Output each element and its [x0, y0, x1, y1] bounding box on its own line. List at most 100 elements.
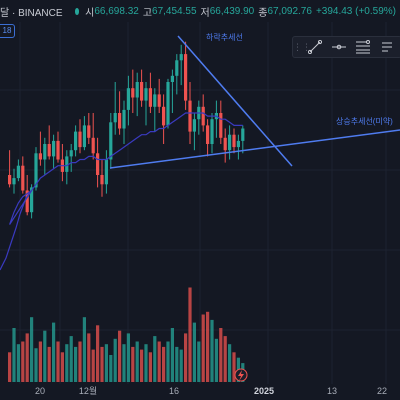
candle-body: [104, 159, 108, 185]
candle-body: [192, 119, 196, 132]
volume-bar: [65, 344, 69, 382]
high-label: 고: [142, 7, 153, 19]
volume-bar: [179, 349, 183, 382]
volume-bar: [135, 341, 139, 382]
volume-bar: [38, 341, 42, 382]
volume-bar: [12, 328, 16, 382]
candle-body: [65, 156, 69, 172]
market-status-dot: [74, 7, 80, 15]
candle-body: [52, 140, 56, 157]
candle-body: [100, 175, 104, 185]
volume-bar: [91, 349, 95, 382]
candle-body: [87, 125, 91, 138]
downtrend-label: 하락추세선: [206, 32, 243, 42]
candle-body: [122, 109, 126, 129]
candle-body: [96, 153, 100, 175]
candle-body: [56, 140, 60, 160]
candle-body: [144, 88, 148, 101]
candle-body: [135, 82, 139, 98]
grip-icon[interactable]: ⋮⋮: [293, 41, 311, 52]
candle-body: [184, 54, 188, 101]
volume-bar: [69, 336, 73, 382]
candle-body: [201, 106, 205, 126]
candle-body: [74, 131, 78, 151]
indicator-badge[interactable]: 18: [0, 24, 15, 38]
volume-bar: [166, 341, 170, 382]
candle-body: [148, 88, 152, 107]
lightning-glyph: [238, 370, 244, 381]
volume-bar: [96, 325, 100, 382]
volume-bar: [184, 333, 188, 382]
candle-body: [126, 88, 130, 110]
volume-bar: [188, 287, 192, 382]
candle-body: [223, 137, 227, 151]
volume-bar: [118, 330, 122, 382]
candle-body: [69, 150, 73, 157]
volume-bar: [201, 314, 205, 382]
candle-body: [175, 60, 179, 76]
volume-bar: [144, 344, 148, 382]
volume-bar: [162, 346, 166, 382]
open-label: 시: [85, 7, 95, 19]
volume-bar: [175, 346, 179, 382]
close-value: 67,092.76: [267, 5, 312, 17]
candle-body: [47, 144, 51, 157]
candle-body: [162, 106, 166, 126]
volume-bar: [197, 341, 201, 382]
candle-body: [21, 165, 25, 191]
low-label: 저: [200, 7, 210, 19]
volume-bar: [60, 352, 64, 382]
volume-bar: [170, 328, 174, 382]
close-label: 종: [258, 7, 268, 19]
volume-bar: [34, 348, 38, 382]
x-tick-label: 16: [169, 386, 179, 396]
x-tick-label: 12월: [79, 385, 97, 396]
x-tick-label: 13: [327, 386, 337, 396]
fib-retracement-icon[interactable]: [351, 37, 375, 57]
x-tick-label: 20: [35, 386, 45, 396]
trend-line-icon[interactable]: [303, 37, 327, 57]
volume-bar: [122, 344, 126, 382]
volume-bar: [219, 328, 223, 382]
symbol-label[interactable]: 달 · BINANCE: [0, 7, 63, 19]
candle-body: [236, 140, 240, 148]
uptrend-line: [109, 129, 400, 169]
candle-body: [140, 82, 144, 101]
candle-body: [206, 125, 210, 144]
candle-body: [241, 128, 245, 141]
candle-body: [78, 131, 82, 148]
volume-bar: [87, 333, 91, 382]
candle-body: [166, 82, 170, 126]
volume-bar: [113, 338, 117, 382]
candle-body: [228, 134, 232, 151]
volume-bar: [148, 352, 152, 382]
drawing-toolbar: ⋮⋮: [292, 36, 400, 58]
volume-bar: [56, 341, 60, 382]
volume-bar: [126, 333, 130, 382]
volume-bar: [74, 346, 78, 382]
horizontal-ray-icon[interactable]: [327, 37, 351, 57]
volume-bar: [16, 344, 20, 382]
volume-bar: [82, 317, 86, 382]
candle-body: [157, 94, 161, 107]
candle-body: [153, 94, 157, 107]
volume-bar: [109, 355, 113, 382]
candle-body: [43, 144, 47, 160]
candle-body: [34, 153, 38, 188]
volume-bar: [100, 346, 104, 382]
volume-bar: [214, 338, 218, 382]
candle-body: [188, 100, 192, 132]
change-value: +394.43 (+0.59%): [315, 5, 396, 17]
text-icon[interactable]: [375, 37, 399, 57]
volume-bar: [78, 341, 82, 382]
candle-body: [170, 75, 174, 82]
candle-body: [30, 187, 34, 213]
volume-bar: [192, 322, 196, 382]
volume-bar: [43, 330, 47, 382]
volume-bar: [104, 344, 108, 382]
candle-body: [113, 113, 117, 123]
volume-bar: [21, 341, 25, 382]
low-value: 66,439.90: [209, 5, 255, 17]
volume-bar: [140, 349, 144, 382]
